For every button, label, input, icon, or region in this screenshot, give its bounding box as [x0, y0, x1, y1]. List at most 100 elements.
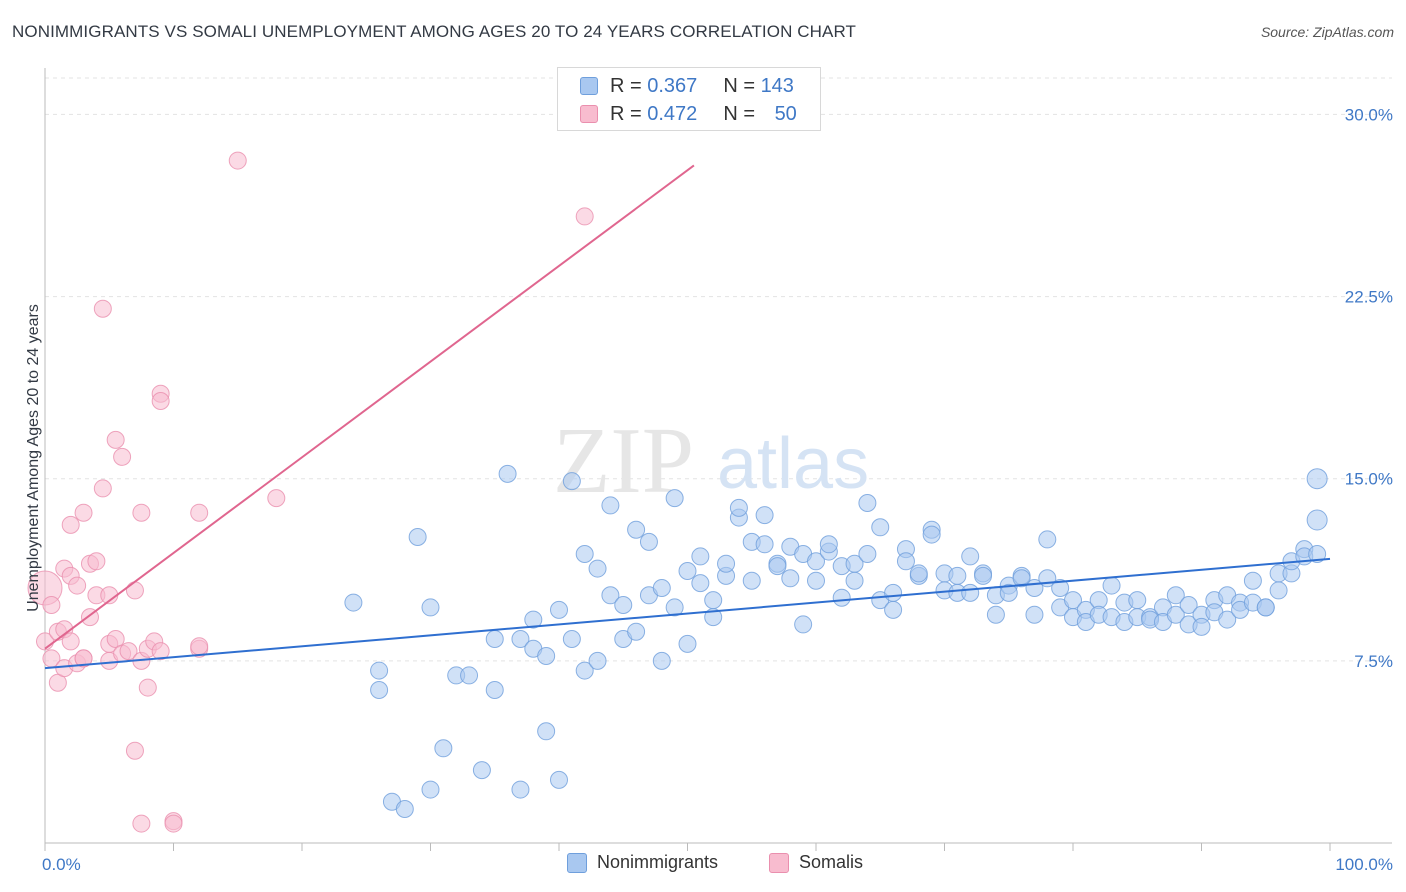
- nonimmigrants-point: [742, 571, 761, 590]
- nonimmigrants-point: [704, 591, 723, 610]
- nonimmigrants-point: [472, 761, 491, 780]
- nonimmigrants-point: [1038, 530, 1057, 549]
- somalis-point: [190, 637, 209, 656]
- nonimmigrants-point: [1025, 605, 1044, 624]
- nonimmigrants-point: [948, 566, 967, 585]
- nonimmigrants-point: [652, 579, 671, 597]
- somalis-point: [125, 741, 144, 760]
- nonimmigrants-point: [537, 647, 556, 665]
- nonimmigrants-point: [460, 666, 479, 685]
- nonimmigrants-point: [562, 472, 581, 491]
- nonimmigrants-point: [652, 651, 671, 670]
- chart-title: NONIMMIGRANTS VS SOMALI UNEMPLOYMENT AMO…: [12, 22, 857, 41]
- nonimmigrants-point: [601, 496, 620, 515]
- nonimmigrants-point: [1128, 591, 1147, 610]
- nonimmigrants-point: [627, 622, 646, 641]
- somalis-point: [267, 489, 286, 508]
- nonimmigrants-point: [807, 571, 825, 590]
- nonimmigrants-point: [845, 571, 864, 590]
- x-tick-label: 0.0%: [42, 855, 81, 874]
- legend-n-value: 50: [774, 102, 797, 125]
- nonimmigrants-point: [922, 525, 941, 544]
- nonimmigrants-trend-line: [44, 557, 1331, 670]
- correlation-legend: R = 0.367 N = 143 R = 0.472 N = 50: [557, 67, 821, 131]
- somalis-point: [74, 649, 93, 668]
- somalis-point: [132, 503, 151, 522]
- nonimmigrants-point: [1243, 571, 1262, 590]
- nonimmigrants-point: [550, 770, 568, 789]
- nonimmigrants-point: [678, 562, 697, 580]
- nonimmigrants-point: [588, 559, 607, 578]
- legend-row-nonimmigrants: R = 0.367 N = 143: [580, 73, 794, 99]
- nonimmigrants-point: [665, 489, 684, 508]
- nonimmigrants-point: [601, 586, 620, 605]
- somalis-point: [61, 515, 80, 534]
- x-tick-label: 100.0%: [1335, 855, 1393, 874]
- legend-swatch-pink: [580, 105, 598, 123]
- legend-label-somalis: Somalis: [799, 852, 864, 872]
- nonimmigrants-point: [575, 661, 594, 680]
- somalis-point: [190, 503, 209, 522]
- nonimmigrants-point: [999, 583, 1018, 602]
- nonimmigrants-point: [729, 498, 748, 517]
- nonimmigrants-point: [1102, 576, 1121, 595]
- somalis-trend-line: [44, 164, 695, 650]
- legend-row-somalis: R = 0.472 N = 50: [580, 101, 797, 127]
- legend-item-nonimmigrants[interactable]: Nonimmigrants: [567, 852, 718, 873]
- nonimmigrants-point: [408, 528, 427, 546]
- nonimmigrants-point: [884, 600, 903, 619]
- nonimmigrants-point: [1051, 579, 1070, 597]
- watermark: ZIP atlas: [553, 409, 869, 513]
- nonimmigrants-point: [1192, 617, 1211, 636]
- nonimmigrants-point: [537, 722, 556, 741]
- nonimmigrants-point: [1306, 468, 1328, 490]
- nonimmigrants-point: [691, 547, 710, 566]
- nonimmigrants-points: [344, 464, 1328, 818]
- nonimmigrants-point: [858, 545, 877, 563]
- nonimmigrants-point: [858, 494, 877, 512]
- nonimmigrants-point: [1012, 569, 1031, 588]
- nonimmigrants-point: [807, 552, 825, 571]
- nonimmigrants-point: [1306, 509, 1328, 531]
- nonimmigrants-point: [485, 630, 504, 648]
- somalis-point: [113, 447, 132, 466]
- somalis-point: [138, 678, 157, 697]
- y-tick-label: 15.0%: [1345, 470, 1393, 489]
- nonimmigrants-point: [511, 780, 530, 799]
- somalis-point: [164, 814, 183, 833]
- nonimmigrants-point: [884, 583, 903, 602]
- legend-r-value: 0.472: [647, 102, 698, 125]
- nonimmigrants-point: [1308, 545, 1327, 563]
- somalis-point: [119, 642, 138, 661]
- nonimmigrants-point: [755, 535, 774, 554]
- somalis-point: [61, 632, 80, 651]
- nonimmigrants-point: [1166, 586, 1185, 605]
- nonimmigrants-point: [781, 569, 800, 588]
- legend-swatch-blue: [567, 852, 587, 873]
- y-tick-label: 30.0%: [1345, 105, 1393, 124]
- legend-n-label: N =: [723, 102, 755, 125]
- nonimmigrants-point: [986, 605, 1005, 624]
- somalis-point: [87, 552, 106, 571]
- nonimmigrants-point: [961, 547, 980, 566]
- legend-label-nonimmigrants: Nonimmigrants: [597, 852, 719, 872]
- legend-swatch-pink: [769, 852, 789, 873]
- nonimmigrants-point: [639, 532, 658, 551]
- somalis-points: [27, 151, 594, 833]
- trend-lines: [44, 164, 1331, 670]
- somalis-point: [93, 299, 112, 318]
- nonimmigrants-point: [485, 681, 504, 699]
- y-tick-label: 22.5%: [1345, 288, 1393, 307]
- nonimmigrants-point: [717, 554, 736, 573]
- axes-layer: [44, 68, 1392, 851]
- legend-item-somalis[interactable]: Somalis: [769, 852, 863, 873]
- nonimmigrants-point: [588, 651, 607, 670]
- legend-r-label: R =: [610, 102, 642, 125]
- legend-n-label: N =: [723, 74, 755, 97]
- nonimmigrants-point: [627, 520, 646, 539]
- nonimmigrants-point: [370, 681, 389, 699]
- y-tick-label: 7.5%: [1354, 652, 1393, 671]
- somalis-point: [93, 479, 112, 498]
- nonimmigrants-point: [961, 583, 980, 602]
- nonimmigrants-point: [665, 598, 684, 617]
